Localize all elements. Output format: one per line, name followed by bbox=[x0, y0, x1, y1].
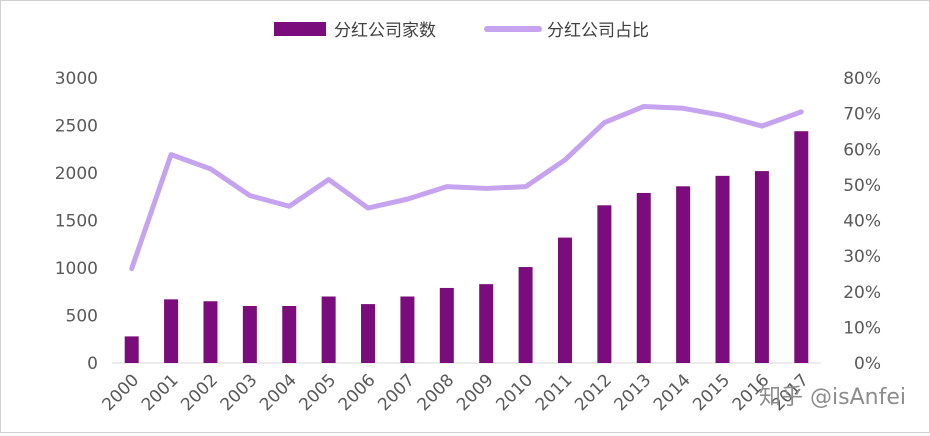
y-right-axis: 0% 10% 20% 30% 40% 50% 60% 70% 80% bbox=[843, 69, 881, 374]
bar-series bbox=[124, 131, 809, 363]
y-right-tick-label: 50% bbox=[843, 176, 881, 196]
x-tick-label: 2015 bbox=[689, 370, 734, 415]
bar bbox=[321, 296, 336, 363]
x-tick-label: 2000 bbox=[98, 370, 143, 415]
legend-label-line: 分红公司占比 bbox=[547, 21, 649, 41]
line-series bbox=[129, 104, 804, 272]
bar bbox=[479, 284, 494, 363]
y-right-tick-label: 60% bbox=[843, 140, 881, 160]
y-left-tick-label: 1000 bbox=[55, 259, 98, 279]
y-right-tick-label: 40% bbox=[843, 212, 881, 232]
bar bbox=[518, 267, 533, 363]
legend: 分红公司家数 分红公司占比 bbox=[274, 21, 649, 41]
bar bbox=[242, 306, 257, 363]
x-tick-label: 2005 bbox=[295, 370, 340, 415]
bar bbox=[400, 296, 415, 363]
y-right-tick-label: 30% bbox=[843, 247, 881, 267]
bar bbox=[597, 205, 612, 363]
x-tick-label: 2007 bbox=[374, 370, 419, 415]
x-tick-label: 2013 bbox=[611, 370, 656, 415]
y-left-axis: 0 500 1000 1500 2000 2500 3000 bbox=[55, 69, 98, 374]
y-right-tick-label: 0% bbox=[854, 354, 881, 374]
x-tick-label: 2001 bbox=[138, 370, 183, 415]
x-tick-label: 2004 bbox=[256, 370, 301, 415]
bar bbox=[124, 336, 139, 363]
legend-label-bar: 分红公司家数 bbox=[334, 21, 436, 41]
y-left-tick-label: 2500 bbox=[55, 117, 98, 137]
y-right-tick-label: 20% bbox=[843, 283, 881, 303]
bar bbox=[557, 237, 572, 363]
y-left-tick-label: 2000 bbox=[55, 164, 98, 184]
x-tick-label: 2014 bbox=[650, 370, 695, 415]
x-tick-label: 2010 bbox=[492, 370, 537, 415]
bar bbox=[636, 192, 651, 363]
y-right-tick-label: 70% bbox=[843, 105, 881, 125]
x-tick-label: 2009 bbox=[453, 370, 498, 415]
x-tick-label: 2008 bbox=[414, 370, 459, 415]
bar bbox=[676, 186, 691, 363]
x-axis: 2000200120022003200420052006200720082009… bbox=[98, 370, 812, 415]
x-tick-label: 2011 bbox=[532, 370, 577, 415]
y-left-tick-label: 500 bbox=[66, 307, 98, 327]
ratio-line bbox=[129, 104, 804, 272]
y-right-tick-label: 10% bbox=[843, 318, 881, 338]
bar bbox=[164, 299, 179, 363]
watermark: 知乎 @isAnfei bbox=[759, 385, 906, 410]
x-tick-label: 2002 bbox=[177, 370, 222, 415]
y-right-tick-label: 80% bbox=[843, 69, 881, 89]
x-tick-label: 2012 bbox=[571, 370, 616, 415]
bar bbox=[203, 301, 218, 363]
y-left-tick-label: 0 bbox=[87, 354, 98, 374]
y-left-tick-label: 1500 bbox=[55, 212, 98, 232]
bar bbox=[361, 304, 376, 363]
bar bbox=[794, 131, 809, 363]
bar bbox=[754, 171, 769, 363]
x-tick-label: 2003 bbox=[217, 370, 262, 415]
bar bbox=[439, 287, 454, 363]
x-tick-label: 2006 bbox=[335, 370, 380, 415]
y-left-tick-label: 3000 bbox=[55, 69, 98, 89]
bar bbox=[715, 175, 730, 363]
legend-swatch-bar bbox=[274, 22, 326, 36]
bar bbox=[282, 306, 297, 363]
